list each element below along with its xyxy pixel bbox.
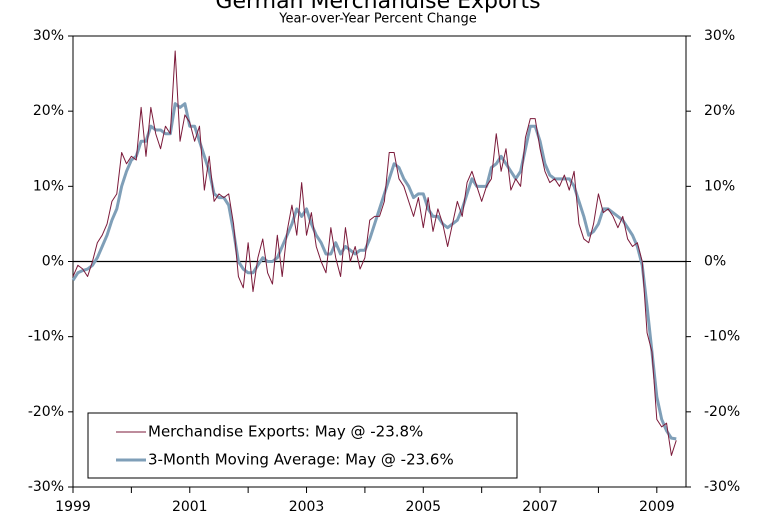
chart-title: German Merchandise Exports [215, 0, 540, 14]
legend-label: Merchandise Exports: May @ -23.8% [148, 423, 423, 441]
y2-tick-label: 10% [704, 178, 735, 194]
x-tick-label: 2003 [289, 499, 325, 515]
x-tick-label: 2005 [405, 499, 441, 515]
y-tick-label: 20% [33, 103, 64, 119]
y2-tick-label: -20% [704, 404, 740, 420]
x-tick-label: 2001 [172, 499, 208, 515]
x-tick-label: 2009 [639, 499, 675, 515]
y2-tick-label: 0% [704, 254, 726, 270]
series-line [72, 50, 677, 456]
y2-tick-label: -10% [704, 329, 740, 345]
y-tick-label: -20% [28, 404, 64, 420]
y-tick-label: -10% [28, 329, 64, 345]
y-tick-label: 30% [33, 28, 64, 44]
y-tick-label: 10% [33, 178, 64, 194]
y2-tick-label: 30% [704, 28, 735, 44]
chart-subtitle: Year-over-Year Percent Change [278, 12, 476, 27]
y-tick-label: -30% [28, 479, 64, 495]
x-tick-label: 1999 [55, 499, 91, 515]
y-tick-label: 0% [42, 254, 64, 270]
y2-tick-label: 20% [704, 103, 735, 119]
legend-label: 3-Month Moving Average: May @ -23.6% [148, 451, 454, 469]
x-tick-label: 2007 [522, 499, 558, 515]
y2-tick-label: -30% [704, 479, 740, 495]
legend-box [87, 412, 518, 479]
